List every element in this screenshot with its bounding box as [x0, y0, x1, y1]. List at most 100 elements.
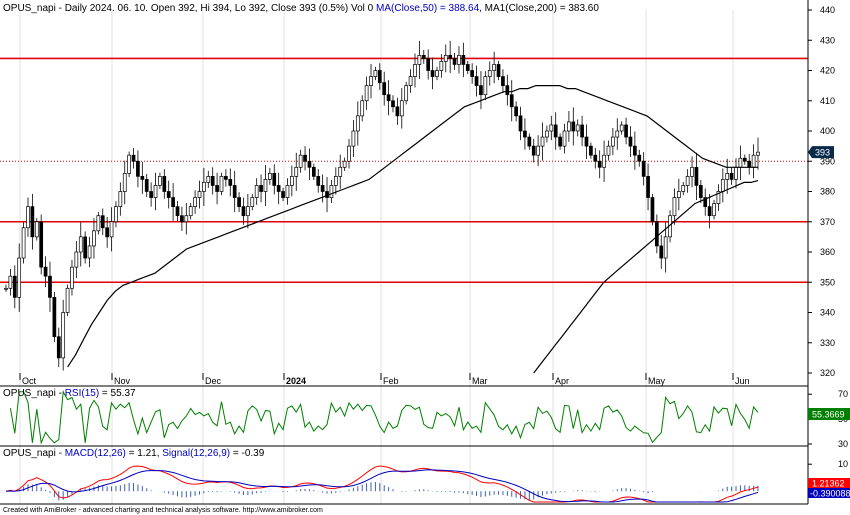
price-axis: 320 330 340 350 360 370 380 390 400 410 420 430 440	[808, 5, 835, 378]
price-tick-label: 320	[820, 368, 835, 378]
rsi-tick-label: 70	[838, 389, 848, 399]
candle-body	[496, 64, 501, 77]
candle-body	[373, 70, 378, 77]
price-tick-label: 350	[820, 277, 835, 287]
candle-body	[567, 121, 571, 132]
candle-body	[17, 257, 22, 298]
candle-body	[92, 230, 96, 247]
candle-body	[663, 236, 668, 259]
candle-body	[575, 124, 580, 132]
candle-body	[399, 100, 404, 117]
candle-body	[465, 64, 470, 71]
candle-body	[395, 106, 400, 117]
candle-body	[707, 206, 712, 217]
candle-body	[70, 266, 74, 289]
macd-line	[5, 465, 759, 503]
candle-body	[329, 185, 334, 198]
candle-body	[518, 115, 523, 132]
price-tick-label: 440	[820, 5, 835, 15]
candle-body	[39, 221, 44, 268]
month-label: 2024	[286, 376, 306, 386]
candle-body	[202, 182, 206, 192]
candle-body	[193, 197, 197, 207]
price-tick-label: 390	[820, 156, 835, 166]
candle-body	[452, 58, 457, 65]
candle-body	[114, 206, 118, 223]
candle-body	[122, 173, 127, 192]
candle-body	[254, 185, 259, 198]
candle-body	[355, 115, 360, 132]
candle-body	[281, 191, 285, 198]
candle-body	[272, 173, 277, 186]
candle-body	[597, 160, 602, 168]
candle-body	[751, 154, 756, 168]
candle-body	[725, 173, 730, 180]
month-label: Apr	[555, 376, 569, 386]
candle-body	[421, 55, 426, 59]
candle-body	[549, 124, 554, 132]
candle-body	[479, 85, 483, 96]
price-tick-label: 420	[820, 66, 835, 76]
ma50-line	[67, 84, 758, 368]
candle-body	[690, 166, 694, 177]
candle-body	[483, 76, 488, 96]
rsi-header: OPUS_napi - RSI(15) = 55.37	[3, 388, 136, 399]
month-label: Feb	[383, 376, 399, 386]
macd-badge-bg	[808, 478, 850, 488]
candle-body	[162, 176, 167, 192]
candle-body	[377, 70, 382, 83]
candle-body	[316, 176, 321, 186]
candle-body	[633, 145, 637, 156]
price-tick-label: 380	[820, 187, 835, 197]
candle-body	[232, 185, 237, 198]
candle-body	[628, 136, 633, 147]
signal-badge-bg	[808, 488, 850, 498]
candle-body	[580, 124, 584, 138]
candle-body	[676, 191, 681, 198]
candle-body	[505, 85, 510, 96]
candle-body	[514, 106, 518, 117]
candle-body	[153, 185, 158, 198]
candle-body	[637, 154, 642, 162]
month-label: Nov	[114, 376, 131, 386]
candle-body	[589, 145, 593, 156]
price-tick-label: 370	[820, 217, 835, 227]
macd-badge: 1.21362	[812, 479, 845, 489]
candle-body	[136, 160, 140, 177]
candle-body	[364, 85, 369, 102]
candle-body	[611, 136, 615, 147]
candle-body	[74, 251, 79, 268]
candle-body	[78, 236, 83, 253]
price-tick-label: 360	[820, 247, 835, 257]
candle-body	[228, 179, 233, 186]
candle-body	[289, 176, 294, 186]
candle-body	[276, 185, 281, 192]
candle-body	[166, 191, 171, 198]
candle-body	[188, 206, 193, 217]
macd-axis: 10	[808, 459, 848, 469]
candle-body	[553, 124, 558, 138]
candle-body	[531, 145, 536, 156]
price-tick-label: 410	[820, 96, 835, 106]
candle-body	[149, 191, 153, 198]
candle-body	[615, 130, 620, 138]
candle-body	[105, 227, 109, 238]
candle-body	[96, 215, 101, 232]
candle-body	[694, 166, 699, 186]
rsi-badge: 55.3669	[812, 410, 845, 420]
candle-body	[408, 76, 413, 86]
candle-body	[351, 130, 356, 147]
candle-body	[197, 191, 202, 198]
candle-body	[250, 197, 255, 207]
candle-body	[435, 70, 439, 77]
rsi-line	[9, 390, 759, 445]
month-label: Oct	[22, 376, 37, 386]
candle-body	[360, 100, 365, 117]
rsi-badge-bg	[808, 408, 850, 420]
candle-body	[562, 130, 567, 147]
candle-body	[180, 215, 184, 223]
price-badge-bg	[808, 146, 834, 159]
candle-body	[655, 221, 659, 247]
candle-body	[224, 176, 228, 180]
candle-body	[404, 85, 409, 102]
